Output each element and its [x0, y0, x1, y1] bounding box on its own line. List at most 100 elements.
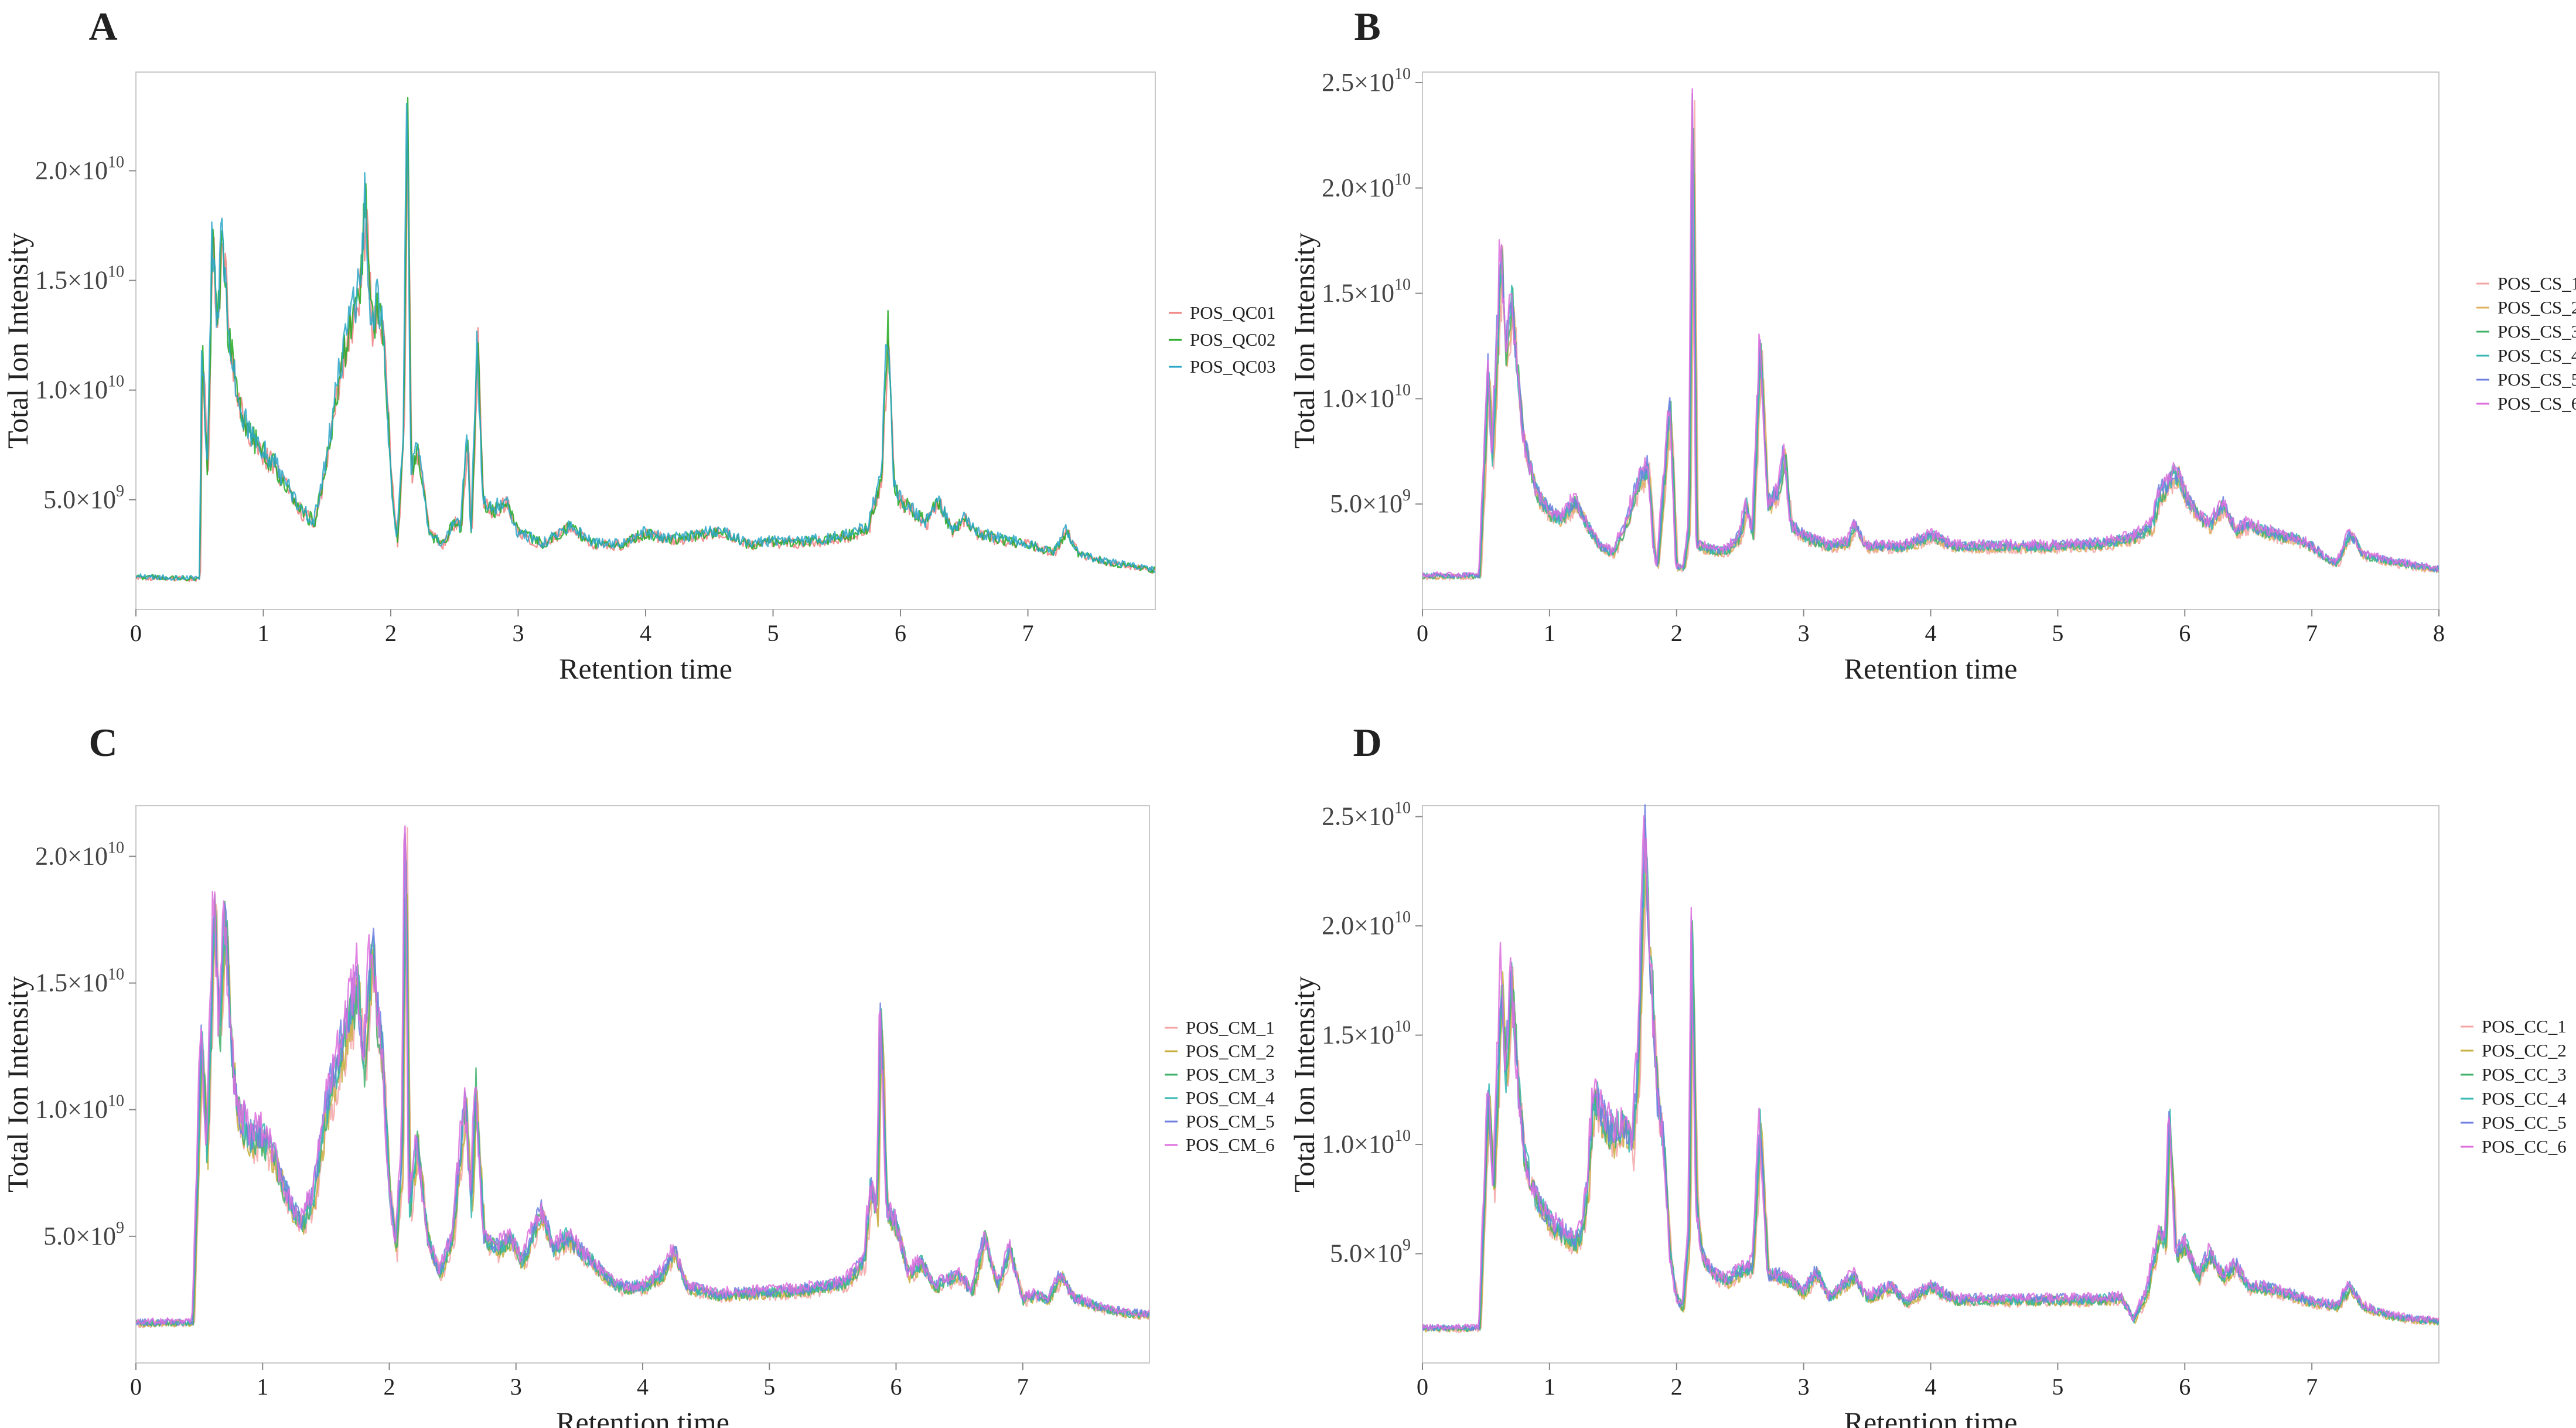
series-line-pos-cc-3 [1422, 852, 2439, 1332]
x-tick-label: 5 [763, 1374, 775, 1400]
x-axis-label: Retention time [559, 652, 732, 685]
series-line-pos-cs-6 [1422, 88, 2439, 578]
series-line-pos-cm-4 [136, 895, 1149, 1327]
legend-label: POS_CS_4 [2497, 345, 2576, 366]
x-tick-label: 7 [1017, 1374, 1029, 1400]
chart-panel-c: C 0 1 2 3 4 5 6 7 5.0×109 1.0×1010 1.5×1010 2.0×1010… [1, 720, 1275, 1428]
panel-letter: B [1354, 4, 1380, 49]
y-tick-label: 1.0×1010 [1322, 381, 1411, 413]
legend-label: POS_QC03 [1190, 356, 1275, 377]
x-tick-label: 7 [1022, 620, 1034, 646]
y-tick-label: 2.0×1010 [1322, 171, 1411, 202]
legend-label: POS_CC_1 [2482, 1016, 2567, 1037]
legend-label: POS_CC_5 [2482, 1112, 2567, 1133]
legend-label: POS_CS_5 [2497, 369, 2576, 390]
series-line-pos-cc-6 [1422, 815, 2439, 1331]
legend-label: POS_CM_2 [1186, 1041, 1275, 1061]
traces [136, 825, 1149, 1328]
y-tick-label: 2.5×1010 [1322, 65, 1411, 97]
legend-label: POS_CS_6 [2497, 393, 2576, 414]
x-tick-label: 4 [1925, 620, 1937, 646]
series-line-pos-cs-5 [1422, 93, 2439, 579]
y-tick-label: 5.0×109 [1330, 486, 1411, 518]
y-axis-label: Total Ion Intensity [1, 976, 34, 1192]
x-axis-label: Retention time [1844, 1406, 2018, 1428]
x-tick-label: 6 [895, 620, 906, 646]
y-tick-label: 2.0×1010 [35, 153, 124, 185]
x-tick-label: 3 [1798, 1374, 1810, 1400]
y-axis-label: Total Ion Intensity [1288, 233, 1321, 449]
traces [1422, 88, 2439, 581]
panel-letter: C [88, 720, 117, 765]
legend-label: POS_CS_1 [2497, 273, 2576, 294]
y-tick-label: 1.0×1010 [35, 373, 124, 404]
y-tick-label: 1.5×1010 [35, 263, 124, 295]
legend-label: POS_CC_2 [2482, 1040, 2567, 1061]
legend-label: POS_CM_5 [1186, 1111, 1275, 1132]
series-line-pos-qc02 [136, 97, 1155, 582]
x-tick-label: 1 [257, 1374, 268, 1400]
legend-label: POS_CS_2 [2497, 297, 2576, 318]
x-axis-label: Retention time [1844, 652, 2018, 685]
y-tick-label: 1.5×1010 [35, 966, 124, 997]
legend-label: POS_CC_6 [2482, 1136, 2567, 1157]
x-tick-label: 1 [1544, 1374, 1555, 1400]
y-tick-label: 1.5×1010 [1322, 276, 1411, 308]
y-tick-label: 2.5×1010 [1322, 799, 1411, 831]
chart-panel-a: A 0 1 2 3 4 5 6 7 5.0×109 1.0×1010 1.5×1010 2.0×1010… [1, 4, 1275, 685]
series-line-pos-cc-1 [1422, 857, 2439, 1333]
series-line-pos-cm-5 [136, 833, 1149, 1326]
y-tick-label: 2.0×1010 [1322, 908, 1411, 940]
series-line-pos-cm-2 [136, 894, 1149, 1328]
y-axis-label: Total Ion Intensity [1, 233, 34, 449]
chart-panel-d: D 0 1 2 3 4 5 6 7 5.0×109 1.0×1010 1.5×1010 2.0×1010… [1288, 720, 2567, 1428]
legend-label: POS_CM_6 [1186, 1134, 1275, 1155]
y-tick-label: 5.0×109 [43, 482, 124, 514]
legend-label: POS_CM_4 [1186, 1088, 1275, 1108]
x-tick-label: 0 [130, 620, 142, 646]
x-tick-label: 2 [1671, 1374, 1683, 1400]
legend: POS_QC01 POS_QC02 POS_QC03 [1169, 302, 1275, 377]
y-tick-label: 1.0×1010 [35, 1092, 124, 1124]
x-tick-label: 3 [1798, 620, 1810, 646]
y-tick-label: 5.0×109 [1330, 1236, 1411, 1268]
y-tick-label: 5.0×109 [43, 1219, 124, 1250]
legend: POS_CS_1 POS_CS_2 POS_CS_3 POS_CS_4 POS_CS_5… [2476, 273, 2576, 414]
y-tick-label: 1.5×1010 [1322, 1018, 1411, 1049]
x-tick-label: 0 [1417, 620, 1428, 646]
x-tick-label: 6 [890, 1374, 902, 1400]
panel-letter: D [1353, 720, 1381, 765]
legend: POS_CM_1 POS_CM_2 POS_CM_3 POS_CM_4 POS_CM_5… [1165, 1017, 1275, 1155]
series-line-pos-qc01 [136, 110, 1155, 582]
x-tick-label: 4 [640, 620, 651, 646]
legend-label: POS_QC02 [1190, 329, 1275, 350]
series-line-pos-cs-4 [1422, 166, 2439, 579]
x-tick-label: 1 [1544, 620, 1555, 646]
legend-label: POS_CM_3 [1186, 1064, 1275, 1085]
legend-label: POS_CM_1 [1186, 1017, 1275, 1038]
y-axis-label: Total Ion Intensity [1288, 976, 1321, 1192]
x-tick-label: 1 [258, 620, 269, 646]
x-tick-label: 0 [130, 1374, 142, 1400]
legend: POS_CC_1 POS_CC_2 POS_CC_3 POS_CC_4 POS_CC_5… [2461, 1016, 2567, 1157]
x-tick-label: 3 [513, 620, 524, 646]
series-line-pos-cm-6 [136, 825, 1149, 1325]
x-tick-label: 6 [2179, 620, 2191, 646]
x-tick-label: 5 [2052, 1374, 2063, 1400]
panel-letter: A [88, 4, 117, 49]
x-tick-label: 4 [1925, 1374, 1937, 1400]
x-tick-label: 0 [1417, 1374, 1428, 1400]
x-tick-label: 7 [2306, 620, 2318, 646]
x-tick-label: 4 [637, 1374, 649, 1400]
x-tick-label: 2 [384, 1374, 395, 1400]
x-tick-label: 5 [767, 620, 779, 646]
x-tick-label: 7 [2306, 1374, 2318, 1400]
legend-label: POS_CC_4 [2482, 1088, 2567, 1109]
y-tick-label: 2.0×1010 [35, 839, 124, 870]
x-tick-label: 2 [385, 620, 397, 646]
legend-label: POS_CC_3 [2482, 1064, 2567, 1085]
legend-label: POS_QC01 [1190, 302, 1275, 323]
series-line-pos-cm-1 [136, 827, 1149, 1328]
plot-frame [1422, 805, 2439, 1364]
